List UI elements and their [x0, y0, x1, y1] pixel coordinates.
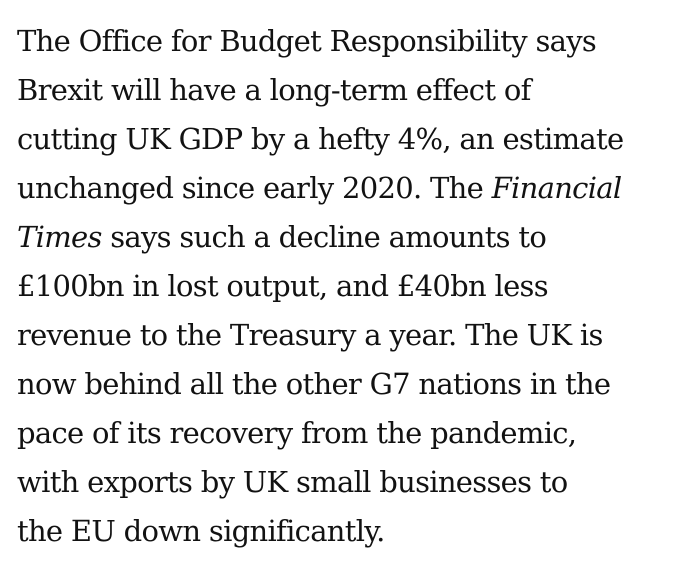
paragraph-line-10: with exports by UK small businesses to — [17, 465, 568, 499]
paragraph-line-2: Brexit will have a long-term effect of — [17, 73, 531, 107]
paragraph-line-7: revenue to the Treasury a year. The UK i… — [17, 318, 603, 352]
publication-name-italic: Times — [17, 220, 102, 254]
paragraph-line-1: The Office for Budget Responsibility say… — [17, 24, 597, 58]
paragraph-line-9: pace of its recovery from the pandemic, — [17, 416, 577, 450]
paragraph-line-5: Times says such a decline amounts to — [17, 220, 547, 254]
publication-name-italic: Financial — [491, 171, 623, 205]
paragraph-line-11: the EU down significantly. — [17, 514, 385, 548]
paragraph-line-6: £100bn in lost output, and £40bn less — [17, 269, 549, 303]
article-paragraph: The Office for Budget Responsibility say… — [17, 17, 677, 556]
paragraph-line-3: cutting UK GDP by a hefty 4%, an estimat… — [17, 122, 624, 156]
paragraph-line-8: now behind all the other G7 nations in t… — [17, 367, 611, 401]
paragraph-line-4: unchanged since early 2020. The Financia… — [17, 171, 623, 205]
